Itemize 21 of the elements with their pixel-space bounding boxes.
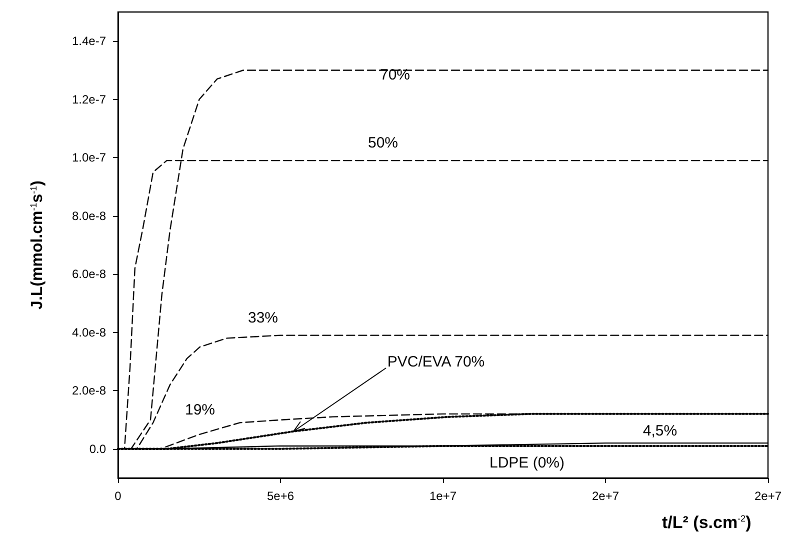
y-tick-label: 8.0e-8 [72, 208, 106, 223]
y-axis-title: J.L(mmol.cm-1s-1) [28, 180, 46, 310]
y-tick-label: 1.2e-7 [72, 92, 106, 106]
x-tick-label: 1e+7 [429, 489, 457, 503]
y-tick-label: 1.0e-7 [72, 150, 106, 165]
series-label: 19% [184, 402, 216, 418]
series-label: LDPE (0%) [489, 454, 565, 472]
y-tick-label: 2.0e-8 [72, 384, 106, 398]
text: PVC/EVA 70% [387, 354, 485, 370]
x-tick-label: 2e+7 [592, 489, 620, 503]
y-tick-label: 6.0e-8 [72, 267, 106, 282]
y-tick-label: 4.0e-8 [72, 325, 106, 340]
x-tick-label: 2e+7 [754, 489, 782, 503]
y-tick-label: 1.4e-7 [72, 34, 106, 48]
series-label: 50% [368, 134, 398, 152]
x-tick-label: 5e+6 [266, 489, 294, 503]
series-label: 33% [248, 310, 278, 326]
y-tick-label: 0.0 [89, 442, 106, 456]
series-label: 4,5% [642, 422, 678, 440]
x-tick-label: 0 [114, 489, 122, 503]
series-label: 70% [380, 66, 410, 84]
